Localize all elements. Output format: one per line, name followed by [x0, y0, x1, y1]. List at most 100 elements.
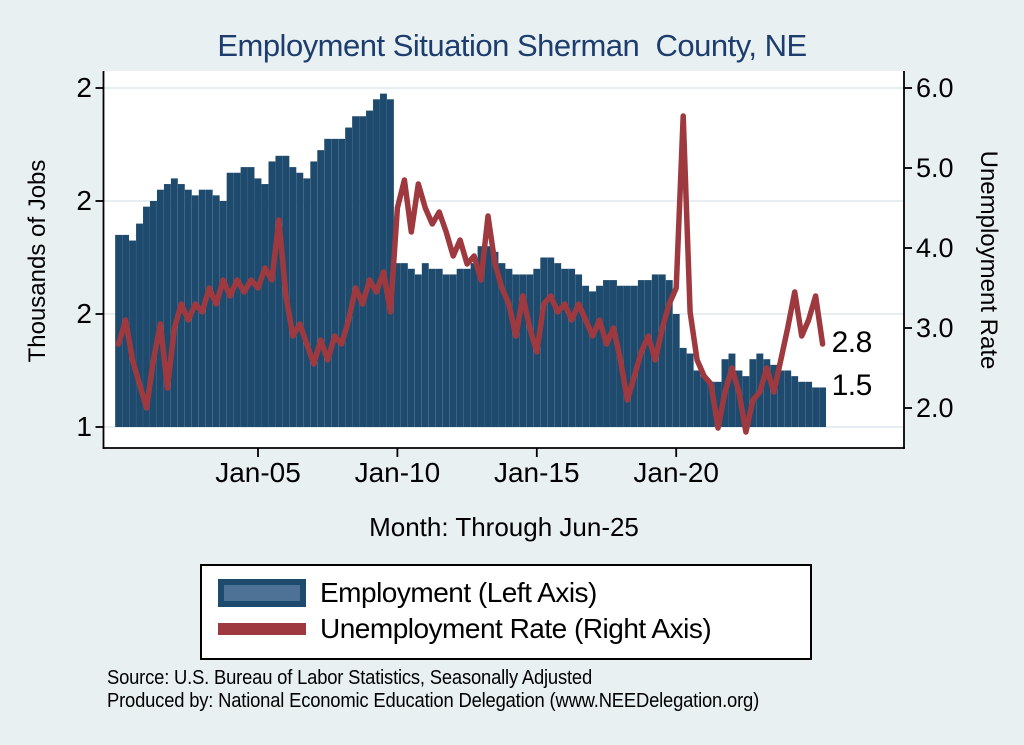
- employment-bar: [540, 257, 548, 427]
- employment-bar: [205, 189, 213, 427]
- employment-bar: [359, 116, 366, 427]
- employment-bar: [623, 285, 631, 427]
- source-note: Source: U.S. Bureau of Labor Statistics,…: [107, 667, 593, 689]
- employment-bar: [463, 268, 471, 427]
- employment-bar: [352, 116, 360, 427]
- employment-bar: [686, 353, 694, 427]
- employment-bar: [798, 381, 806, 427]
- employment-bar: [191, 195, 199, 427]
- employment-bar: [749, 359, 757, 427]
- unemployment-line: [115, 113, 826, 435]
- legend-label-employment: Employment (Left Axis): [320, 577, 597, 608]
- employment-bar: [184, 189, 192, 427]
- employment-bar: [289, 167, 297, 427]
- employment-bar: [491, 251, 499, 427]
- employment-bar: [700, 376, 708, 427]
- employment-bar: [505, 268, 513, 427]
- employment-bar: [665, 280, 673, 427]
- employment-bar: [630, 285, 638, 427]
- employment-bar: [477, 246, 485, 427]
- employment-bar: [115, 234, 123, 427]
- employment-bar: [470, 263, 478, 427]
- page-title: Employment Situation Sherman County, NE: [217, 28, 807, 63]
- right-tick-label: 6.0: [916, 73, 954, 103]
- employment-bar: [435, 268, 443, 427]
- left-tick-label: 2: [76, 298, 92, 329]
- x-tick-label: Jan-05: [215, 457, 301, 488]
- employment-bar: [275, 155, 283, 428]
- employment-bar: [407, 268, 415, 427]
- employment-bar: [400, 263, 408, 427]
- employment-bar: [143, 206, 150, 427]
- employment-bar: [554, 263, 562, 427]
- right-tick-label: 2.0: [916, 393, 954, 423]
- employment-bar: [526, 274, 534, 427]
- left-tick-label: 2: [76, 185, 92, 216]
- employment-bar: [547, 257, 555, 427]
- employment-bar: [679, 347, 687, 427]
- right-tick-label: 4.0: [916, 233, 954, 263]
- last-employment-value-label: 1.5: [831, 369, 873, 403]
- employment-bar: [129, 240, 136, 427]
- employment-bar: [777, 370, 785, 427]
- left-tick-label: 1: [76, 411, 92, 442]
- employment-bar: [672, 314, 680, 427]
- right-tick-label: 3.0: [916, 313, 954, 343]
- employment-bar: [345, 127, 353, 428]
- employment-bar: [393, 263, 401, 427]
- employment-bar: [728, 353, 736, 427]
- employment-bar: [512, 274, 520, 427]
- employment-bar: [296, 172, 304, 427]
- left-tick-label: 2: [76, 72, 92, 103]
- employment-bar-swatch-inner: [224, 585, 300, 601]
- employment-bar: [331, 138, 339, 427]
- employment-bar: [150, 201, 157, 427]
- employment-bar: [136, 223, 143, 427]
- employment-bar: [240, 167, 248, 427]
- employment-bar: [233, 172, 241, 427]
- employment-bar: [212, 195, 220, 427]
- employment-bar: [812, 387, 820, 427]
- employment-bar: [268, 161, 276, 427]
- employment-bar: [644, 280, 652, 427]
- employment-bar: [421, 263, 429, 427]
- unemployment-line-swatch: [218, 623, 306, 635]
- employment-bar: [819, 387, 827, 427]
- employment-bar: [596, 285, 603, 427]
- employment-bar: [784, 370, 792, 427]
- employment-bar: [763, 359, 771, 427]
- employment-bar: [693, 370, 701, 427]
- employment-bar: [219, 201, 227, 427]
- x-axis-title: Month: Through Jun-25: [369, 512, 639, 542]
- employment-bar: [380, 93, 387, 428]
- employment-bar: [484, 246, 492, 427]
- x-tick-label: Jan-20: [633, 457, 719, 488]
- employment-bar: [366, 110, 373, 427]
- employment-bar: [254, 178, 262, 427]
- x-tick-label: Jan-10: [354, 457, 441, 488]
- legend-item-employment: Employment (Left Axis): [202, 576, 810, 610]
- employment-bar: [714, 381, 722, 427]
- employment-bar: [568, 268, 576, 427]
- producer-note: Produced by: National Economic Education…: [107, 690, 760, 712]
- employment-bar: [770, 364, 778, 427]
- employment-bar: [707, 381, 715, 427]
- employment-bar: [373, 99, 380, 428]
- employment-bar: [310, 161, 318, 427]
- legend-label-unemployment: Unemployment Rate (Right Axis): [320, 613, 712, 644]
- left-axis-title: Thousands of Jobs: [24, 159, 51, 363]
- employment-bar: [498, 263, 506, 427]
- employment-bar: [156, 189, 164, 427]
- legend-item-unemployment: Unemployment Rate (Right Axis): [202, 612, 810, 646]
- employment-bar: [247, 167, 255, 427]
- employment-bar: [575, 274, 583, 427]
- employment-bar: [338, 138, 346, 427]
- employment-bar: [324, 138, 332, 427]
- employment-bar: [805, 381, 813, 427]
- employment-bar: [442, 274, 450, 427]
- employment-bar: [170, 178, 178, 427]
- employment-bar: [414, 274, 422, 427]
- right-tick-label: 5.0: [916, 153, 954, 183]
- employment-bar: [658, 274, 666, 427]
- employment-bar: [386, 99, 394, 428]
